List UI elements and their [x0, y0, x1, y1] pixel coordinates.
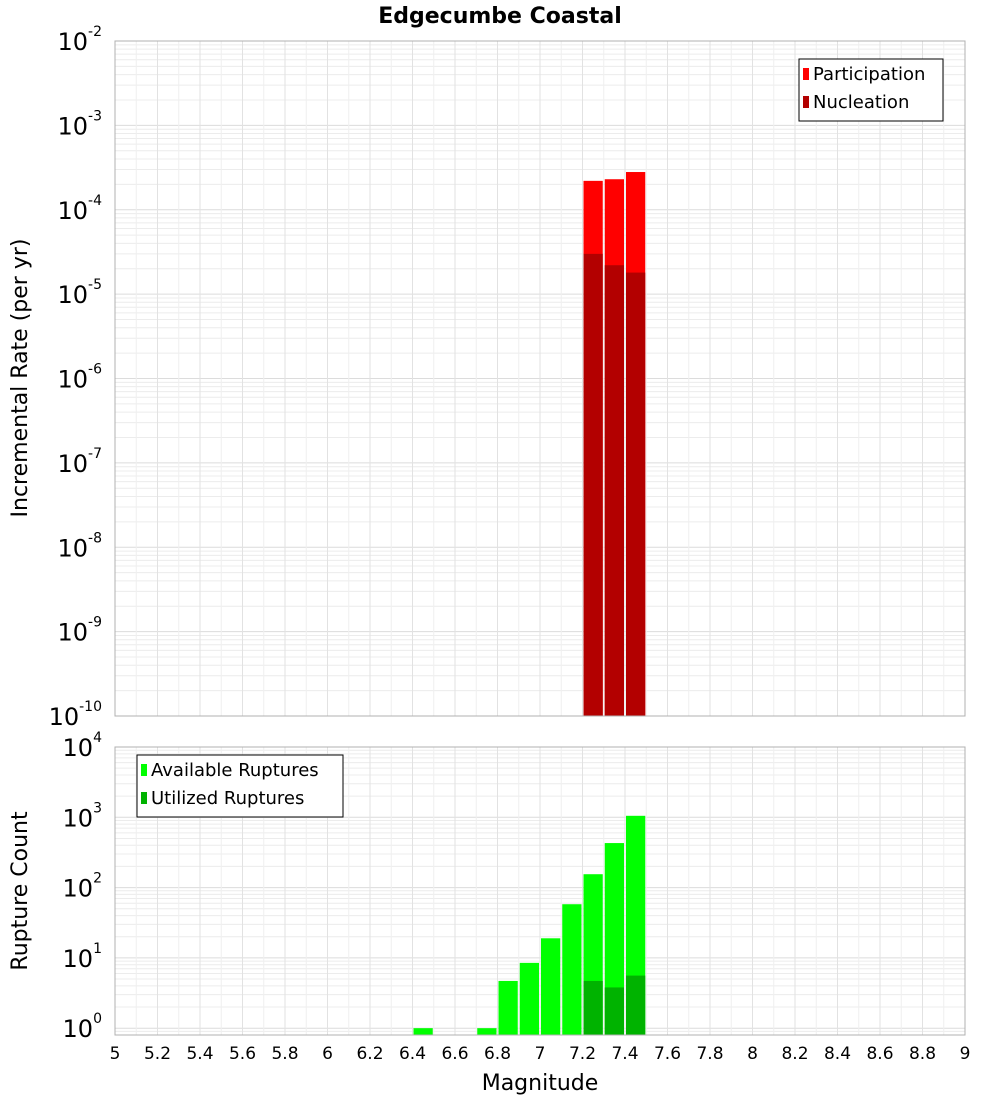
top-bar-secondary [626, 272, 646, 716]
top-plot-area: 10-10 10-9 10-8 10-7 10-6 10-5 10-4 10-3 10-2 Inc… [8, 24, 966, 731]
top-legend-swatch [803, 96, 809, 108]
xtick-label: 8.4 [824, 1044, 851, 1064]
xtick-label: 5.8 [271, 1044, 298, 1064]
xtick-label: 8.8 [909, 1044, 936, 1064]
top-grid [114, 41, 966, 717]
xtick-label: 5 [110, 1044, 121, 1064]
xtick-label: 6.8 [484, 1044, 511, 1064]
xlabel: Magnitude [482, 1071, 599, 1096]
bottom-bar-secondary [583, 980, 603, 1035]
top-ytick-label: 10-7 [57, 446, 102, 478]
chart-title: Edgecumbe Coastal [378, 4, 622, 29]
xtick-label: 6 [322, 1044, 333, 1064]
bottom-ylabel: Rupture Count [8, 811, 33, 971]
bottom-plot-area: 100 101 102 103 104 Rupture Count 5 5.2 5.4 5.6 5.… [8, 730, 970, 1096]
top-ytick-label: 10-2 [57, 24, 102, 56]
bottom-bar-primary [519, 962, 539, 1035]
bottom-bar-primary [604, 843, 624, 1035]
bottom-ytick-label: 102 [63, 871, 102, 903]
xtick-label: 6.2 [356, 1044, 383, 1064]
top-ytick-label: 10-4 [57, 193, 102, 225]
bottom-bar-secondary [604, 987, 624, 1035]
top-ytick-label: 10-6 [57, 362, 102, 394]
bottom-bar-primary [562, 904, 582, 1035]
xtick-label: 7.6 [654, 1044, 681, 1064]
top-ytick-label: 10-8 [57, 530, 102, 562]
xtick-label: 7 [535, 1044, 546, 1064]
top-ytick-label: 10-10 [49, 699, 102, 731]
xtick-label: 5.4 [186, 1044, 213, 1064]
top-legend-box [798, 58, 944, 122]
xtick-label: 5.6 [229, 1044, 256, 1064]
bottom-bar-secondary [626, 975, 646, 1035]
top-ytick-label: 10-5 [57, 277, 102, 309]
xtick-label: 8.6 [866, 1044, 893, 1064]
bottom-ytick-label: 101 [63, 941, 102, 973]
top-plot-border [114, 40, 966, 717]
bottom-bar-primary [498, 980, 518, 1035]
xtick-label: 5.2 [144, 1044, 171, 1064]
top-ylabel: Incremental Rate (per yr) [8, 239, 33, 518]
top-bar-secondary [604, 265, 624, 716]
top-legend: Participation Nucleation [798, 58, 944, 122]
bottom-bar-primary [413, 1028, 433, 1035]
top-legend-label: Participation [813, 64, 925, 85]
bottom-legend-label: Utilized Ruptures [151, 788, 304, 809]
bottom-bar-primary [477, 1028, 497, 1035]
bottom-legend-swatch [141, 792, 147, 804]
xtick-label: 7.4 [611, 1044, 638, 1064]
top-ytick-label: 10-3 [57, 108, 102, 140]
bottom-legend-swatch [141, 764, 147, 776]
xtick-label: 9 [960, 1044, 971, 1064]
xtick-label: 6.4 [399, 1044, 426, 1064]
xtick-label: 8.2 [781, 1044, 808, 1064]
bottom-ytick-label: 103 [63, 800, 102, 832]
xtick-label: 7.8 [696, 1044, 723, 1064]
xtick-label: 8 [747, 1044, 758, 1064]
top-legend-swatch [803, 68, 809, 80]
bottom-bar-primary [541, 938, 561, 1035]
bottom-legend-label: Available Ruptures [151, 760, 319, 781]
top-ytick-label: 10-9 [57, 615, 102, 647]
bottom-legend-box [136, 754, 344, 818]
bottom-ytick-label: 100 [63, 1011, 102, 1043]
bottom-legend: Available Ruptures Utilized Ruptures [136, 754, 344, 818]
top-legend-label: Nucleation [813, 92, 909, 113]
top-bar-secondary [583, 253, 603, 716]
xtick-label: 6.6 [441, 1044, 468, 1064]
xtick-label: 7.2 [569, 1044, 596, 1064]
bottom-plot-border [114, 746, 966, 1036]
bottom-ytick-label: 104 [63, 730, 103, 762]
